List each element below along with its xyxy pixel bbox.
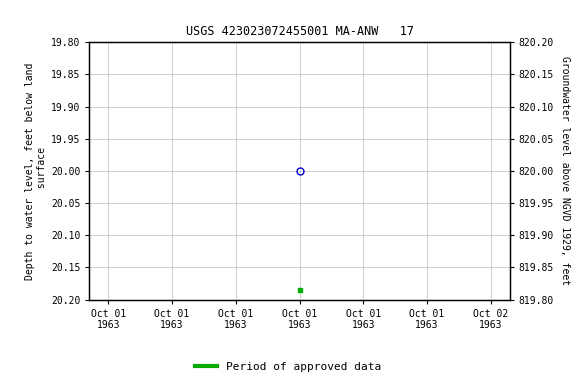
Title: USGS 423023072455001 MA-ANW   17: USGS 423023072455001 MA-ANW 17 [185, 25, 414, 38]
Y-axis label: Depth to water level, feet below land
 surface: Depth to water level, feet below land su… [25, 62, 47, 280]
Legend: Period of approved data: Period of approved data [191, 358, 385, 377]
Y-axis label: Groundwater level above NGVD 1929, feet: Groundwater level above NGVD 1929, feet [560, 56, 570, 285]
